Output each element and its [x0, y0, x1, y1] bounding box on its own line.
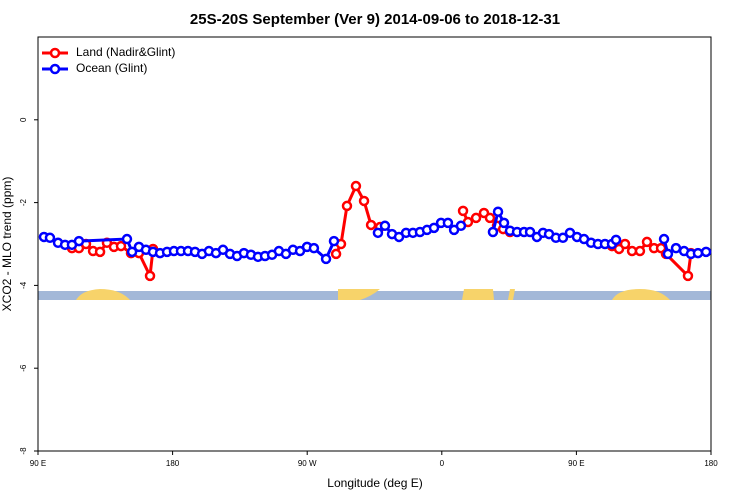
y-tick-label: -8 — [19, 447, 28, 455]
point — [94, 246, 106, 258]
legend-marker — [49, 47, 61, 59]
y-axis-label: XCO2 - MLO trend (ppm) — [0, 177, 14, 312]
point — [341, 200, 353, 212]
point — [308, 242, 320, 254]
point — [455, 220, 467, 232]
chart-title: 25S-20S September (Ver 9) 2014-09-06 to … — [190, 11, 560, 28]
point — [492, 206, 504, 217]
x-axis-label: Longitude (deg E) — [327, 476, 422, 490]
point — [457, 205, 469, 217]
point — [358, 195, 370, 207]
point — [641, 236, 653, 248]
point — [320, 253, 332, 265]
point — [365, 219, 377, 231]
point — [658, 233, 670, 245]
point — [487, 226, 499, 238]
land-sea-strip — [38, 289, 711, 300]
point — [73, 235, 85, 247]
point — [692, 247, 704, 259]
point — [428, 222, 440, 234]
point — [372, 227, 384, 239]
point — [662, 248, 674, 260]
legend-marker — [49, 63, 61, 75]
point — [557, 232, 569, 244]
x-tick-label: 90 E — [568, 459, 584, 468]
point — [442, 217, 454, 229]
x-tick-label: 180 — [704, 459, 718, 468]
point — [610, 234, 622, 246]
point — [330, 248, 342, 260]
point — [670, 242, 682, 254]
y-tick-label: -2 — [19, 198, 28, 206]
point — [498, 217, 510, 229]
x-tick-label: 180 — [166, 459, 180, 468]
point — [379, 220, 391, 232]
point — [115, 240, 127, 252]
point — [350, 180, 362, 192]
y-tick-label: -4 — [19, 281, 28, 289]
x-tick-label: 0 — [440, 459, 445, 468]
x-tick-label: 90 W — [298, 459, 317, 468]
point — [682, 270, 694, 282]
legend-label: Land (Nadir&Glint) — [76, 45, 175, 59]
point — [44, 232, 56, 244]
point — [121, 233, 133, 245]
legend-label: Ocean (Glint) — [76, 61, 147, 75]
point — [484, 212, 496, 224]
point — [328, 235, 340, 247]
plot-frame — [37, 36, 712, 452]
y-tick-label: 0 — [19, 117, 28, 122]
point — [700, 246, 712, 258]
point — [126, 246, 138, 258]
point — [619, 238, 631, 250]
point — [634, 245, 646, 257]
point — [470, 212, 482, 224]
point — [144, 270, 156, 282]
point — [524, 226, 536, 238]
y-tick-label: -6 — [19, 364, 28, 372]
x-tick-label: 90 E — [30, 459, 46, 468]
